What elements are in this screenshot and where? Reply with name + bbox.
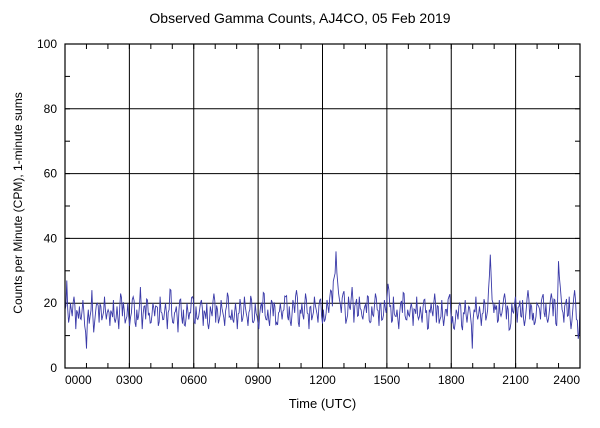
chart-title: Observed Gamma Counts, AJ4CO, 05 Feb 201… [149,10,451,26]
x-tick-label: 0300 [116,373,143,387]
x-tick-label: 1800 [438,373,465,387]
y-tick-label: 100 [37,37,57,51]
y-tick-label: 40 [44,231,58,245]
x-tick-label: 0600 [180,373,207,387]
x-tick-label: 0000 [65,373,92,387]
y-tick-label: 20 [44,296,58,310]
y-tick-label: 60 [44,167,58,181]
x-tick-label: 1200 [309,373,336,387]
x-tick-label: 1500 [374,373,401,387]
gamma-counts-series [64,251,581,349]
plot-border [64,43,581,369]
x-axis-label: Time (UTC) [288,396,357,411]
x-tick-label: 2400 [553,373,580,387]
y-tick-label: 80 [44,102,58,116]
x-tick-label: 2100 [502,373,529,387]
y-tick-label: 0 [50,361,57,375]
x-tick-label: 0900 [245,373,272,387]
